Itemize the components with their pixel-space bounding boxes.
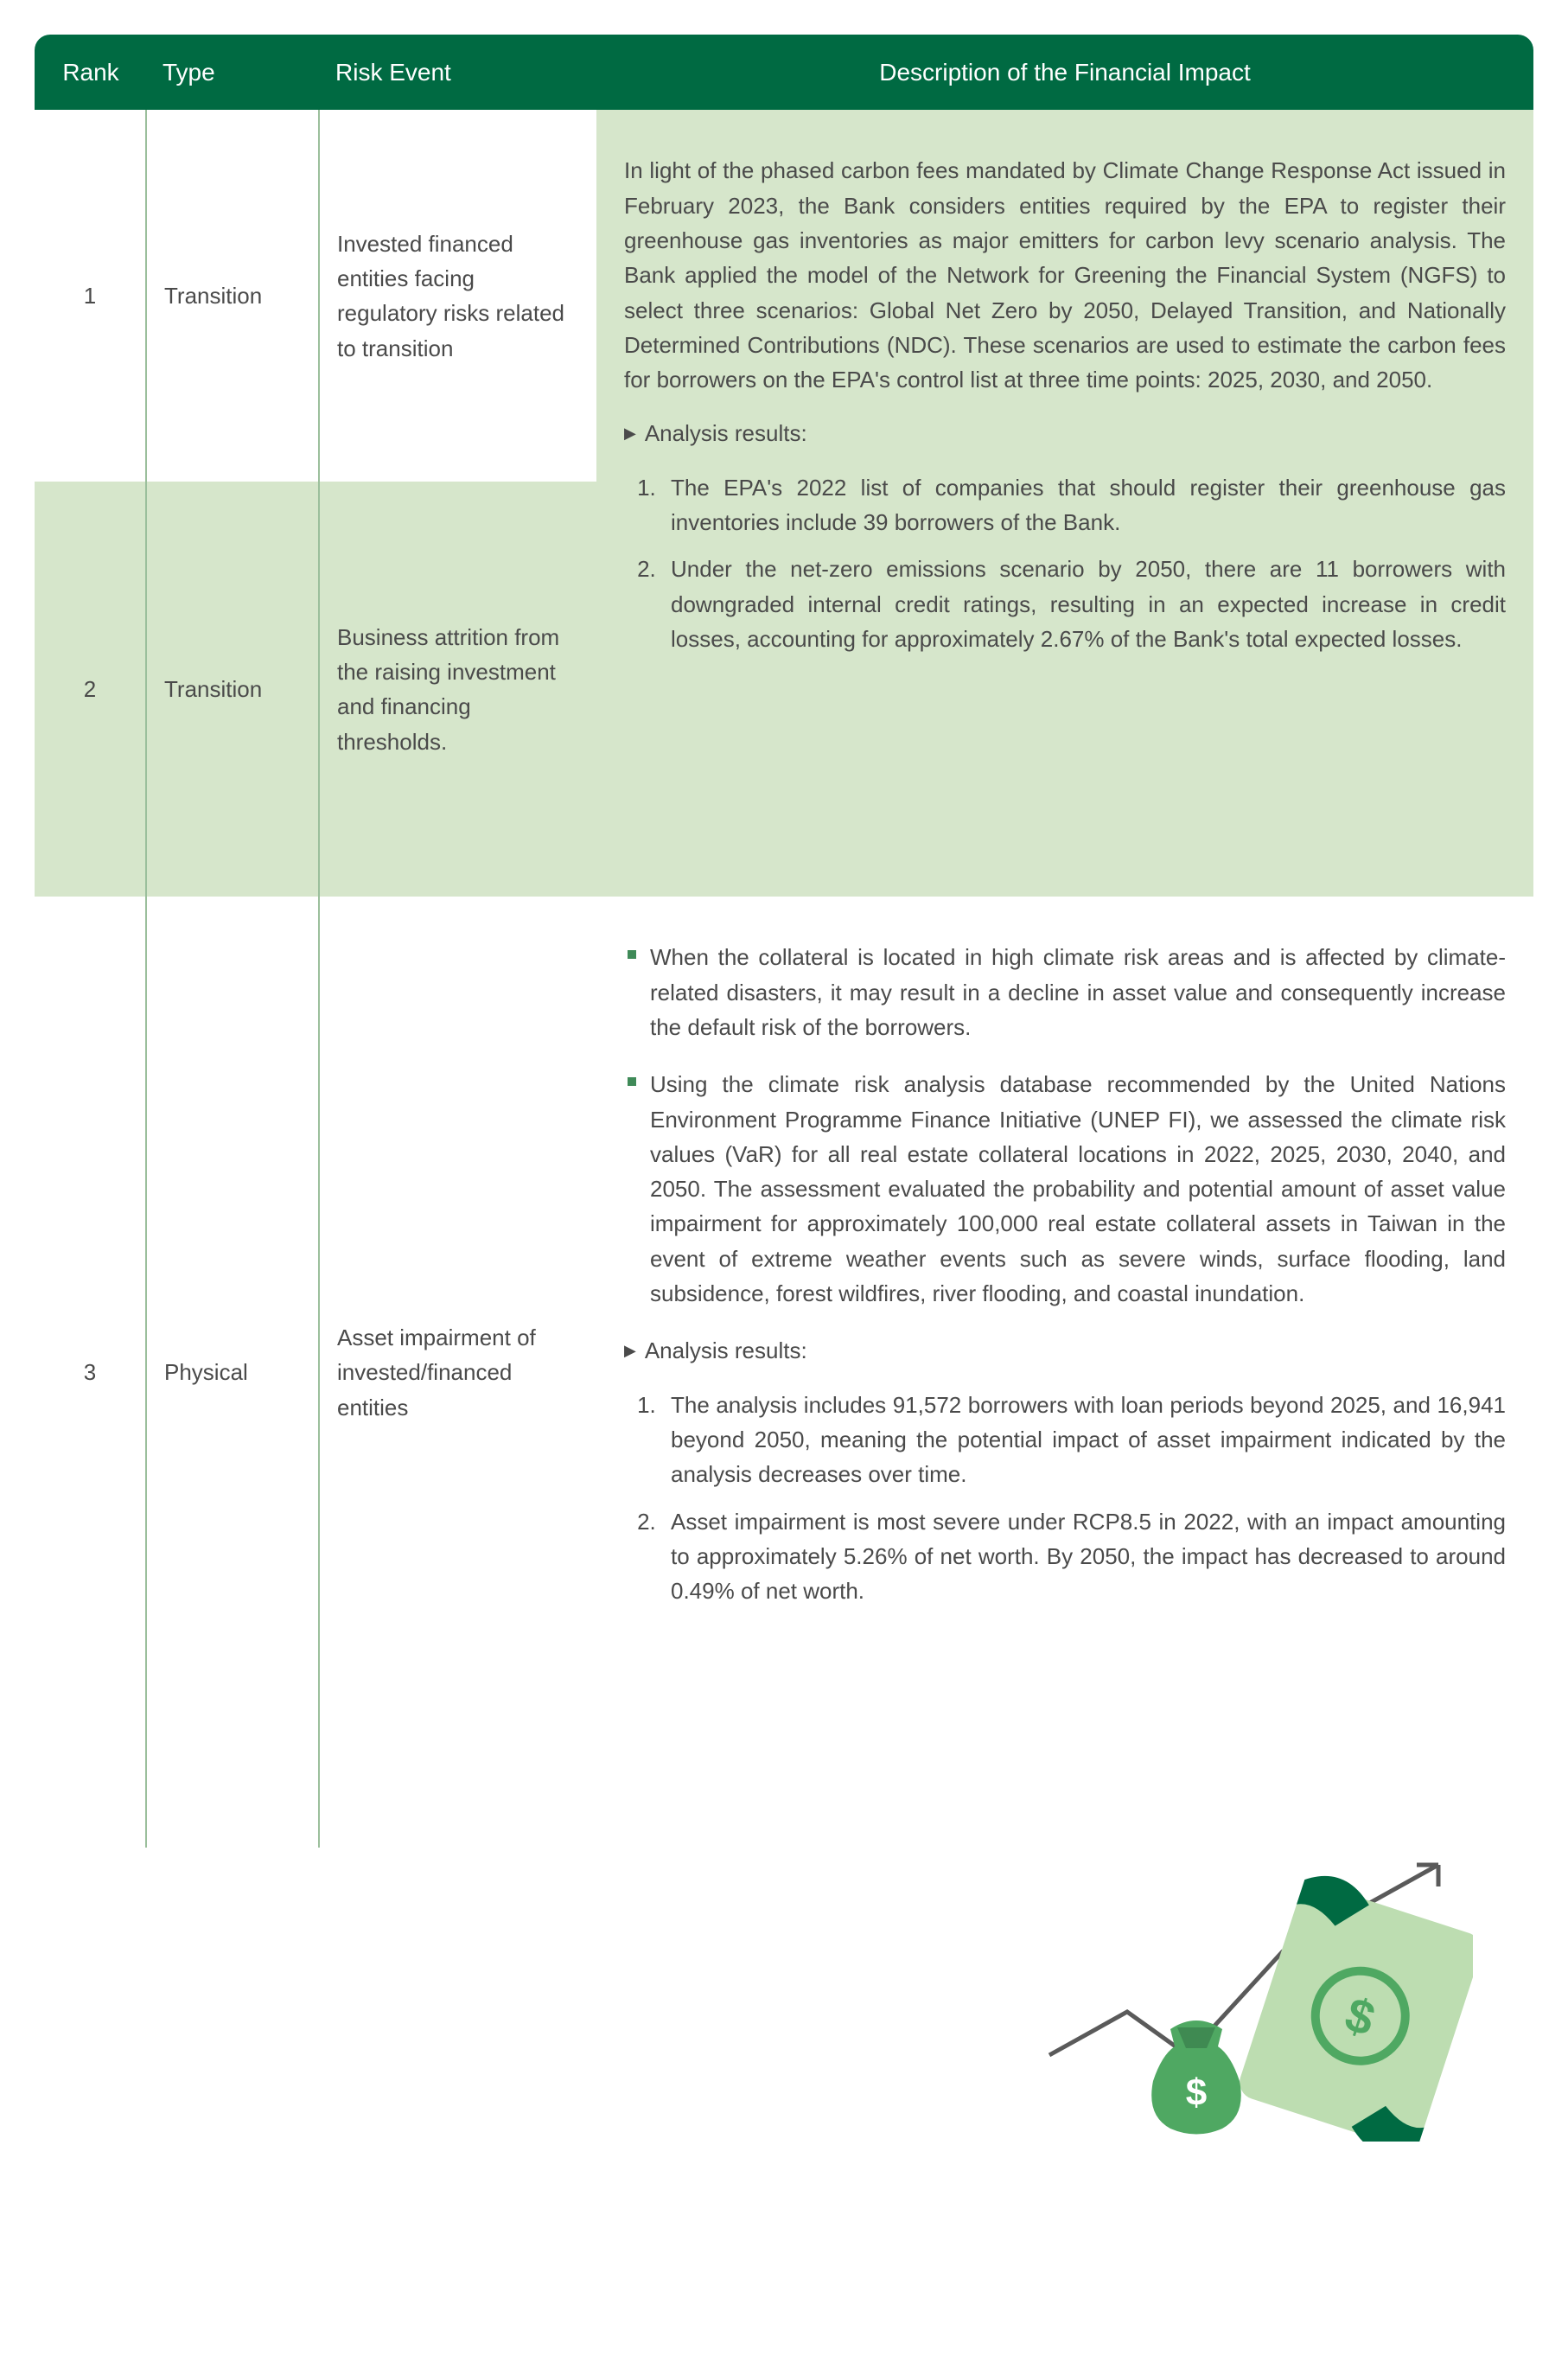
list-item: The EPA's 2022 list of companies that sh… xyxy=(662,470,1506,540)
left-block-physical: 3 Physical Asset impairment of invested/… xyxy=(35,897,596,1848)
desc-physical: When the collateral is located in high c… xyxy=(596,897,1533,1848)
list-item: When the collateral is located in high c… xyxy=(624,940,1506,1044)
header-event: Risk Event xyxy=(320,35,596,110)
cell-event: Asset impairment of invested/financed en… xyxy=(320,897,596,1848)
finance-illustration: $ $ xyxy=(35,1830,1533,2142)
header-desc: Description of the Financial Impact xyxy=(596,35,1533,110)
left-block-transition: 1 Transition Invested financed entities … xyxy=(35,110,596,897)
desc-paragraph: In light of the phased carbon fees manda… xyxy=(624,153,1506,397)
header-rank: Rank xyxy=(35,35,147,110)
cell-event: Business attrition from the raising inve… xyxy=(320,482,596,897)
list-item: Under the net-zero emissions scenario by… xyxy=(662,552,1506,656)
section-physical: 3 Physical Asset impairment of invested/… xyxy=(35,897,1533,1848)
cell-rank: 3 xyxy=(35,897,147,1848)
table-header: Rank Type Risk Event Description of the … xyxy=(35,35,1533,110)
desc-transition: In light of the phased carbon fees manda… xyxy=(596,110,1533,897)
analysis-results-label: Analysis results: xyxy=(624,416,1506,450)
analysis-results-label: Analysis results: xyxy=(624,1333,1506,1368)
cell-type: Transition xyxy=(147,482,320,897)
cell-rank: 1 xyxy=(35,110,147,482)
section-transition: 1 Transition Invested financed entities … xyxy=(35,110,1533,897)
money-growth-icon: $ $ xyxy=(1023,1830,1473,2142)
svg-text:$: $ xyxy=(1186,2072,1207,2114)
list-item: The analysis includes 91,572 borrowers w… xyxy=(662,1388,1506,1492)
cell-rank: 2 xyxy=(35,482,147,897)
analysis-list: The EPA's 2022 list of companies that sh… xyxy=(624,470,1506,656)
table-row: 1 Transition Invested financed entities … xyxy=(35,110,596,482)
cell-type: Transition xyxy=(147,110,320,482)
analysis-list: The analysis includes 91,572 borrowers w… xyxy=(624,1388,1506,1609)
cell-event: Invested financed entities facing regula… xyxy=(320,110,596,482)
table-row: 2 Transition Business attrition from the… xyxy=(35,482,596,897)
list-item: Using the climate risk analysis database… xyxy=(624,1067,1506,1311)
list-item: Asset impairment is most severe under RC… xyxy=(662,1504,1506,1609)
header-type: Type xyxy=(147,35,320,110)
bullet-list: When the collateral is located in high c… xyxy=(624,940,1506,1311)
table-row: 3 Physical Asset impairment of invested/… xyxy=(35,897,596,1848)
cell-type: Physical xyxy=(147,897,320,1848)
risk-table: Rank Type Risk Event Description of the … xyxy=(35,35,1533,1848)
